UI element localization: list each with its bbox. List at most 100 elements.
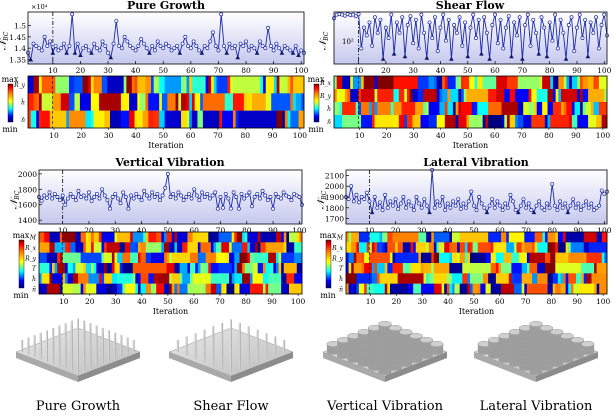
heatmap-cell — [278, 263, 282, 274]
heatmap-cell — [270, 263, 274, 274]
heatmap-cell — [30, 110, 34, 129]
heatmap-cell — [361, 76, 365, 90]
heatmap-cell — [145, 93, 149, 111]
heatmap-cell — [452, 102, 457, 116]
pillar-highlight — [27, 337, 29, 350]
heatmap-cell — [449, 283, 453, 295]
heatmap-cell — [555, 283, 559, 295]
heatmap-cell — [596, 115, 600, 129]
heatmap-cell — [74, 93, 78, 111]
heatmap-cell — [356, 252, 360, 264]
heatmap-cell — [594, 242, 598, 253]
heatmap-cell — [278, 283, 282, 295]
heatmap-cell — [299, 232, 303, 243]
heatmap-cell — [501, 283, 505, 295]
heatmap-cell — [526, 232, 530, 243]
heatmap-cell — [130, 273, 134, 284]
heatmap-cell — [184, 273, 188, 284]
data-point — [469, 189, 474, 194]
heatmap-cell — [44, 273, 48, 284]
heatmap-cell — [531, 115, 535, 129]
heatmap-cell — [428, 115, 432, 129]
heatmap-cell — [293, 76, 297, 94]
heatmap-cell — [444, 115, 448, 129]
heatmap-cell — [462, 242, 466, 253]
heatmap-cell — [563, 76, 567, 90]
heatmap-cell — [547, 283, 551, 295]
heatmap-cell — [482, 76, 486, 90]
data-point — [239, 191, 244, 196]
heatmap-cell — [450, 89, 454, 103]
heatmap-cell — [471, 89, 475, 103]
heatmap-cell — [400, 283, 404, 295]
data-point — [503, 201, 508, 206]
heatmap-cell — [75, 242, 79, 253]
cylinder-body — [529, 332, 543, 340]
heatmap-cell — [346, 273, 349, 284]
heatmap-cell — [255, 252, 259, 264]
heatmap-cell — [428, 283, 432, 295]
cylinder-body — [529, 364, 543, 372]
heatmap-cell — [134, 110, 138, 129]
heatmap-cell — [389, 273, 393, 284]
heatmap-cell — [428, 89, 432, 103]
heatmap-cell — [415, 273, 419, 284]
heatmap-cell — [586, 273, 590, 284]
x-tick-label: 100 — [294, 66, 309, 75]
data-point — [42, 34, 47, 39]
heatmap-cell — [557, 232, 561, 243]
data-point-min — [147, 50, 152, 55]
data-point — [161, 46, 166, 51]
heatmap-cell — [423, 89, 427, 103]
heatmap-cell — [148, 252, 152, 264]
heatmap-cell — [182, 273, 186, 284]
heatmap-row-label: R_x — [319, 80, 332, 87]
heatmap-cell — [122, 283, 126, 295]
heatmap-cell — [130, 242, 134, 253]
data-point — [87, 190, 91, 195]
heatmap-cell — [104, 232, 108, 243]
heatmap-cell — [405, 273, 409, 284]
cylinder-body — [508, 348, 522, 356]
cylinder-body — [519, 360, 533, 368]
heatmap-cell — [439, 115, 443, 129]
cylinder-bottom — [529, 337, 543, 343]
heatmap-cell — [469, 89, 473, 103]
heatmap-cell — [348, 263, 352, 274]
heatmap-cell — [118, 76, 122, 94]
pillar-highlight — [194, 333, 196, 346]
x-tick-label: 80 — [242, 226, 252, 235]
cylinder-bottom — [357, 353, 371, 359]
heatmap-cell — [573, 252, 577, 264]
data-point — [106, 50, 110, 55]
data-point — [517, 15, 522, 20]
data-point — [357, 200, 361, 205]
heatmap-cell — [353, 242, 357, 253]
heatmap-cell — [271, 110, 275, 129]
heatmap-cell — [192, 242, 196, 253]
heatmap-cell — [366, 283, 370, 295]
pillar-highlight — [247, 340, 249, 352]
heatmap-cell — [273, 110, 278, 129]
data-point — [180, 41, 185, 46]
heatmap-cell — [213, 232, 217, 243]
heatmap-cell — [347, 76, 351, 90]
heatmap-cell — [506, 102, 511, 116]
heatmap-cell — [575, 242, 579, 253]
data-point — [592, 208, 596, 212]
heatmap-cell — [59, 252, 63, 264]
heatmap-cell — [71, 93, 75, 111]
heatmap-cell — [552, 273, 556, 284]
heatmap-cell — [379, 232, 383, 243]
heatmap-cell — [583, 252, 587, 264]
cylinder-body — [368, 336, 382, 344]
heatmap-cell — [346, 252, 349, 264]
heatmap-cell — [247, 252, 251, 264]
heatmap-cell — [451, 232, 455, 243]
heatmap-cell — [78, 232, 82, 243]
heatmap-cell — [511, 242, 515, 253]
heatmap-cell — [52, 273, 56, 284]
heatmap-cell — [249, 242, 253, 253]
heatmap-cell — [60, 76, 64, 94]
heatmap-cell — [591, 263, 595, 274]
